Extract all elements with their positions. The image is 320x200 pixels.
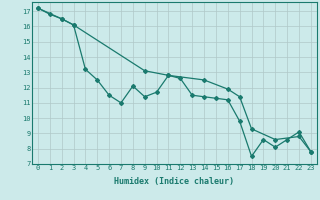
X-axis label: Humidex (Indice chaleur): Humidex (Indice chaleur) [115,177,234,186]
